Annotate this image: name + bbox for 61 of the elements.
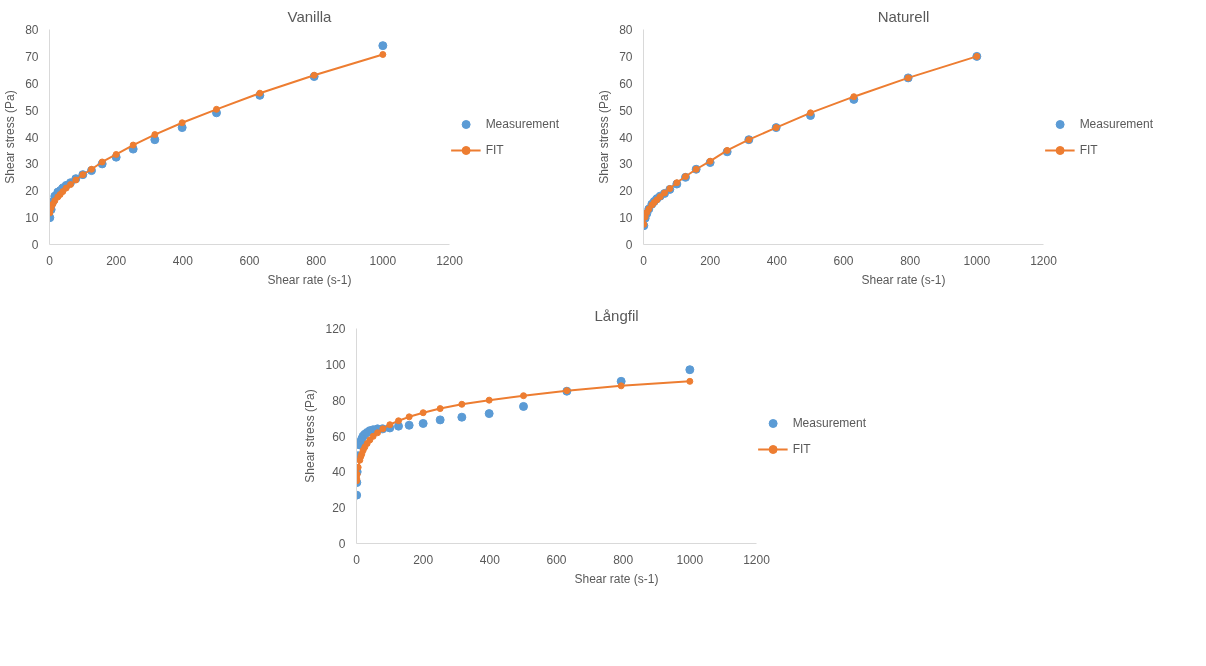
y-tick-label: 40 (332, 465, 346, 480)
x-tick-label: 0 (353, 552, 361, 567)
x-tick-label: 800 (306, 253, 327, 268)
y-tick-label: 20 (332, 501, 346, 516)
x-tick-label: 400 (479, 552, 501, 567)
x-axis-title: Shear rate (s-1) (861, 272, 946, 287)
legend-label: Measurement (792, 415, 866, 430)
y-tick-label: 60 (332, 429, 346, 444)
x-tick-label: 0 (46, 253, 54, 268)
x-tick-label: 600 (546, 552, 567, 567)
y-tick-label: 60 (25, 76, 39, 91)
y-tick-label: 10 (619, 211, 633, 226)
x-tick-label: 1000 (369, 253, 397, 268)
x-tick-label: 400 (766, 253, 788, 268)
legend-label: FIT (1079, 142, 1099, 157)
x-axis-title: Shear rate (s-1) (574, 571, 659, 586)
y-tick-label: 30 (25, 157, 39, 172)
y-tick-label: 80 (332, 393, 346, 408)
legend-label: Measurement (485, 116, 559, 131)
y-tick-label: 70 (25, 49, 39, 64)
legend-label: Measurement (1079, 116, 1153, 131)
x-tick-label: 600 (833, 253, 854, 268)
x-tick-label: 200 (413, 552, 434, 567)
chart-title: Långfil (594, 306, 639, 324)
y-tick-label: 0 (338, 537, 346, 551)
y-tick-label: 100 (325, 357, 346, 372)
x-tick-label: 200 (106, 253, 127, 268)
y-tick-label: 40 (619, 130, 633, 145)
legend-label: FIT (485, 142, 505, 157)
x-axis-title: Shear rate (s-1) (267, 272, 352, 287)
y-tick-label: 80 (619, 23, 633, 37)
y-tick-label: 0 (625, 238, 633, 252)
x-tick-label: 400 (172, 253, 194, 268)
y-axis-title: Shear stress (Pa) (597, 90, 612, 184)
y-tick-label: 40 (25, 130, 39, 145)
y-tick-label: 30 (619, 157, 633, 172)
y-tick-label: 20 (619, 184, 633, 199)
chart-title: Vanilla (287, 7, 333, 25)
x-tick-label: 800 (900, 253, 921, 268)
x-tick-label: 1200 (436, 253, 464, 268)
y-tick-label: 70 (619, 49, 633, 64)
y-axis-title: Shear stress (Pa) (303, 389, 318, 483)
x-tick-label: 800 (613, 552, 634, 567)
y-tick-label: 50 (619, 103, 633, 118)
y-tick-label: 20 (25, 184, 39, 199)
y-axis-title: Shear stress (Pa) (3, 90, 18, 184)
x-tick-label: 600 (239, 253, 260, 268)
x-tick-label: 1000 (676, 552, 704, 567)
y-tick-label: 10 (25, 211, 39, 226)
y-tick-label: 120 (325, 322, 346, 336)
x-tick-label: 0 (640, 253, 648, 268)
chart-title: Naturell (877, 7, 930, 25)
legend-label: FIT (792, 441, 812, 456)
x-tick-label: 1200 (743, 552, 771, 567)
x-tick-label: 1000 (963, 253, 991, 268)
x-tick-label: 1200 (1030, 253, 1058, 268)
y-tick-label: 0 (31, 238, 39, 252)
x-tick-label: 200 (700, 253, 721, 268)
y-tick-label: 50 (25, 103, 39, 118)
y-tick-label: 60 (619, 76, 633, 91)
y-tick-label: 80 (25, 23, 39, 37)
